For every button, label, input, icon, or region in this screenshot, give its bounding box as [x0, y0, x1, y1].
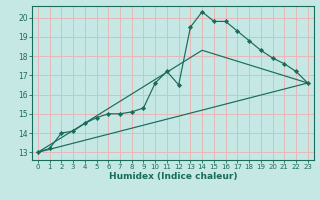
- X-axis label: Humidex (Indice chaleur): Humidex (Indice chaleur): [108, 172, 237, 181]
